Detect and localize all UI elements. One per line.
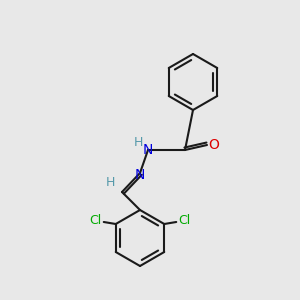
Text: N: N bbox=[143, 143, 153, 157]
Text: N: N bbox=[135, 168, 145, 182]
Text: Cl: Cl bbox=[90, 214, 102, 227]
Text: H: H bbox=[105, 176, 115, 188]
Text: H: H bbox=[133, 136, 143, 148]
Text: Cl: Cl bbox=[178, 214, 190, 227]
Text: O: O bbox=[208, 138, 219, 152]
